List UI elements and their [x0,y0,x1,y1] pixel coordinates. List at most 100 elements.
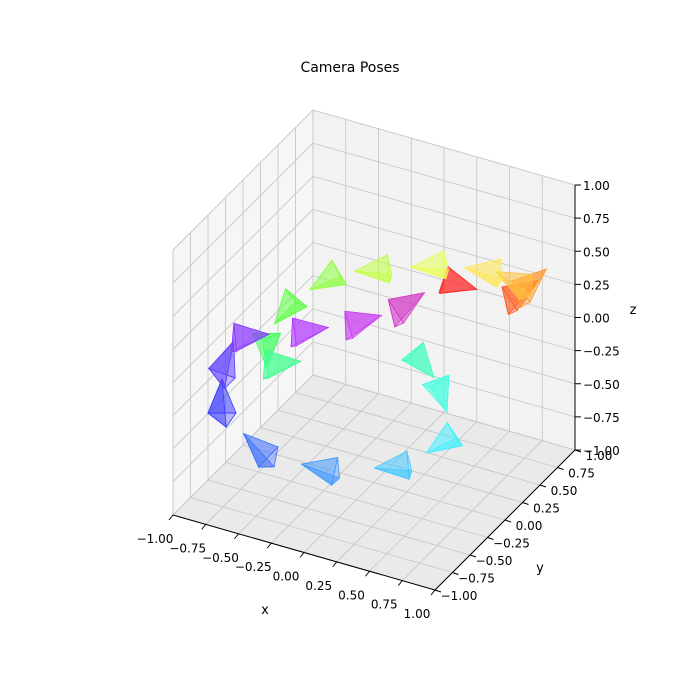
z-tick-label: −1.00 [583,444,620,458]
x-tick-label: −0.25 [235,560,272,574]
x-tick-label: 1.00 [404,607,431,621]
camera-marks [206,250,548,487]
camera-face [464,267,504,288]
grid-lines [172,109,576,591]
camera-face [262,349,302,380]
y-tick [574,449,582,453]
y-tick [452,572,459,575]
grid-line [242,180,506,521]
x-tick [266,542,272,549]
y-tick [487,537,494,540]
x-tick [430,589,436,596]
grid-line [207,215,471,556]
grid-line [312,110,576,451]
camera-face [208,339,235,390]
x-tick-label: 0.50 [338,588,365,602]
y-tick [557,467,564,470]
camera-face [354,270,393,284]
camera-pose [425,421,464,454]
camera-pose [242,432,279,468]
x-tick-label: −0.50 [202,551,239,565]
camera-pose [409,250,449,280]
y-tick [504,519,512,523]
y-tick-label: 0.25 [533,502,560,516]
grid-line [190,232,453,573]
camera-pose [438,265,478,295]
grid-line [172,109,576,251]
camera-pose [373,450,413,480]
x-tick-label: −0.75 [169,541,206,555]
camera-face [438,265,478,294]
camera-pose [273,288,308,325]
camera-pose [207,339,236,390]
camera-face [426,437,464,454]
y-tick-label: −0.75 [458,572,495,586]
camera-pose [494,271,533,301]
camera-face [309,276,347,291]
x-tick [234,533,239,540]
y-tick [539,484,547,488]
camera-face [301,463,341,486]
z-tick-label: 0.50 [583,245,610,259]
x-tick [168,514,174,521]
camera-pose [300,457,341,487]
camera-pose [387,292,426,328]
camera-face [344,310,383,341]
camera-face [290,317,330,348]
y-tick-label: 0.75 [568,467,595,481]
camera-pose [308,259,347,291]
camera-face [243,433,275,468]
camera-pose [421,374,450,414]
camera-pose [290,317,330,348]
y-axis-label: y [536,561,544,576]
camera-face [387,292,426,328]
y-tick [522,502,529,505]
grid-line [295,127,558,468]
y-tick [469,554,477,558]
y-tick-label: −1.00 [441,589,478,603]
x-tick [397,580,403,586]
camera-face [406,341,435,379]
camera-pose [231,322,271,353]
y-tick-label: 0.50 [551,484,578,498]
camera-face [410,266,449,280]
z-axis-label: z [630,303,637,318]
y-tick-label: −0.50 [476,554,513,568]
y-tick-label: 1.00 [586,449,613,463]
camera-face [231,322,271,353]
x-tick [365,570,370,577]
z-tick-label: 1.00 [583,179,610,193]
x-tick-label: 0.25 [305,579,332,593]
camera-face [374,467,413,480]
y-tick-label: −0.25 [493,537,530,551]
z-tick-label: 0.00 [583,312,610,326]
z-tick-label: 0.75 [583,212,610,226]
x-tick-label: −1.00 [137,532,174,546]
camera-pose [463,258,504,289]
camera-face [495,271,533,300]
camera-face [274,301,308,325]
grid-line [225,197,488,538]
x-tick-label: 0.00 [273,570,300,584]
camera-pose [400,341,435,379]
y-tick-label: 0.00 [516,519,543,533]
x-tick [332,561,338,568]
chart-title: Camera Poses [300,60,400,76]
grid-line [260,162,523,503]
grid-line [277,145,541,486]
camera-pose [353,254,393,284]
camera-pose [206,377,237,428]
camera-face [207,378,227,428]
camera-pose [262,349,302,380]
z-tick-label: −0.25 [583,345,620,359]
x-tick-label: 0.75 [371,598,398,612]
y-tick [434,589,442,593]
x-tick [201,524,207,530]
z-tick-label: 0.25 [583,278,610,292]
camera-face [429,374,450,414]
z-tick-label: −0.50 [583,378,620,392]
x-axis-label: x [261,603,269,618]
camera-pose [344,310,383,341]
